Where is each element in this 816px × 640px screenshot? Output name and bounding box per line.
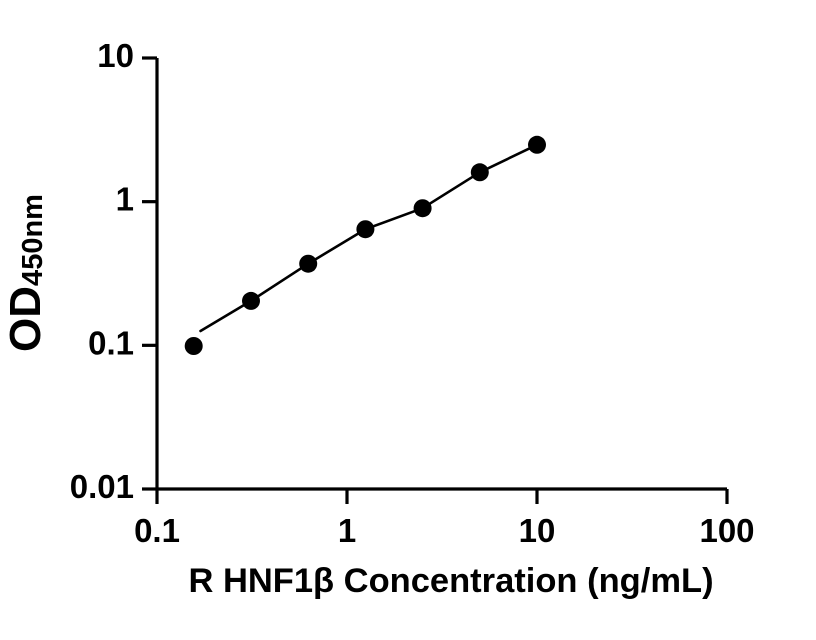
svg-text:10: 10 (97, 37, 134, 74)
svg-text:0.01: 0.01 (70, 468, 134, 505)
svg-text:1: 1 (116, 181, 134, 218)
svg-text:0.1: 0.1 (88, 324, 134, 361)
svg-text:1: 1 (338, 512, 356, 549)
svg-text:0.1: 0.1 (134, 512, 180, 549)
svg-text:100: 100 (699, 512, 754, 549)
svg-text:10: 10 (519, 512, 556, 549)
svg-text:R HNF1β Concentration (ng/mL): R HNF1β Concentration (ng/mL) (188, 562, 713, 600)
svg-text:OD450nm: OD450nm (1, 194, 50, 352)
